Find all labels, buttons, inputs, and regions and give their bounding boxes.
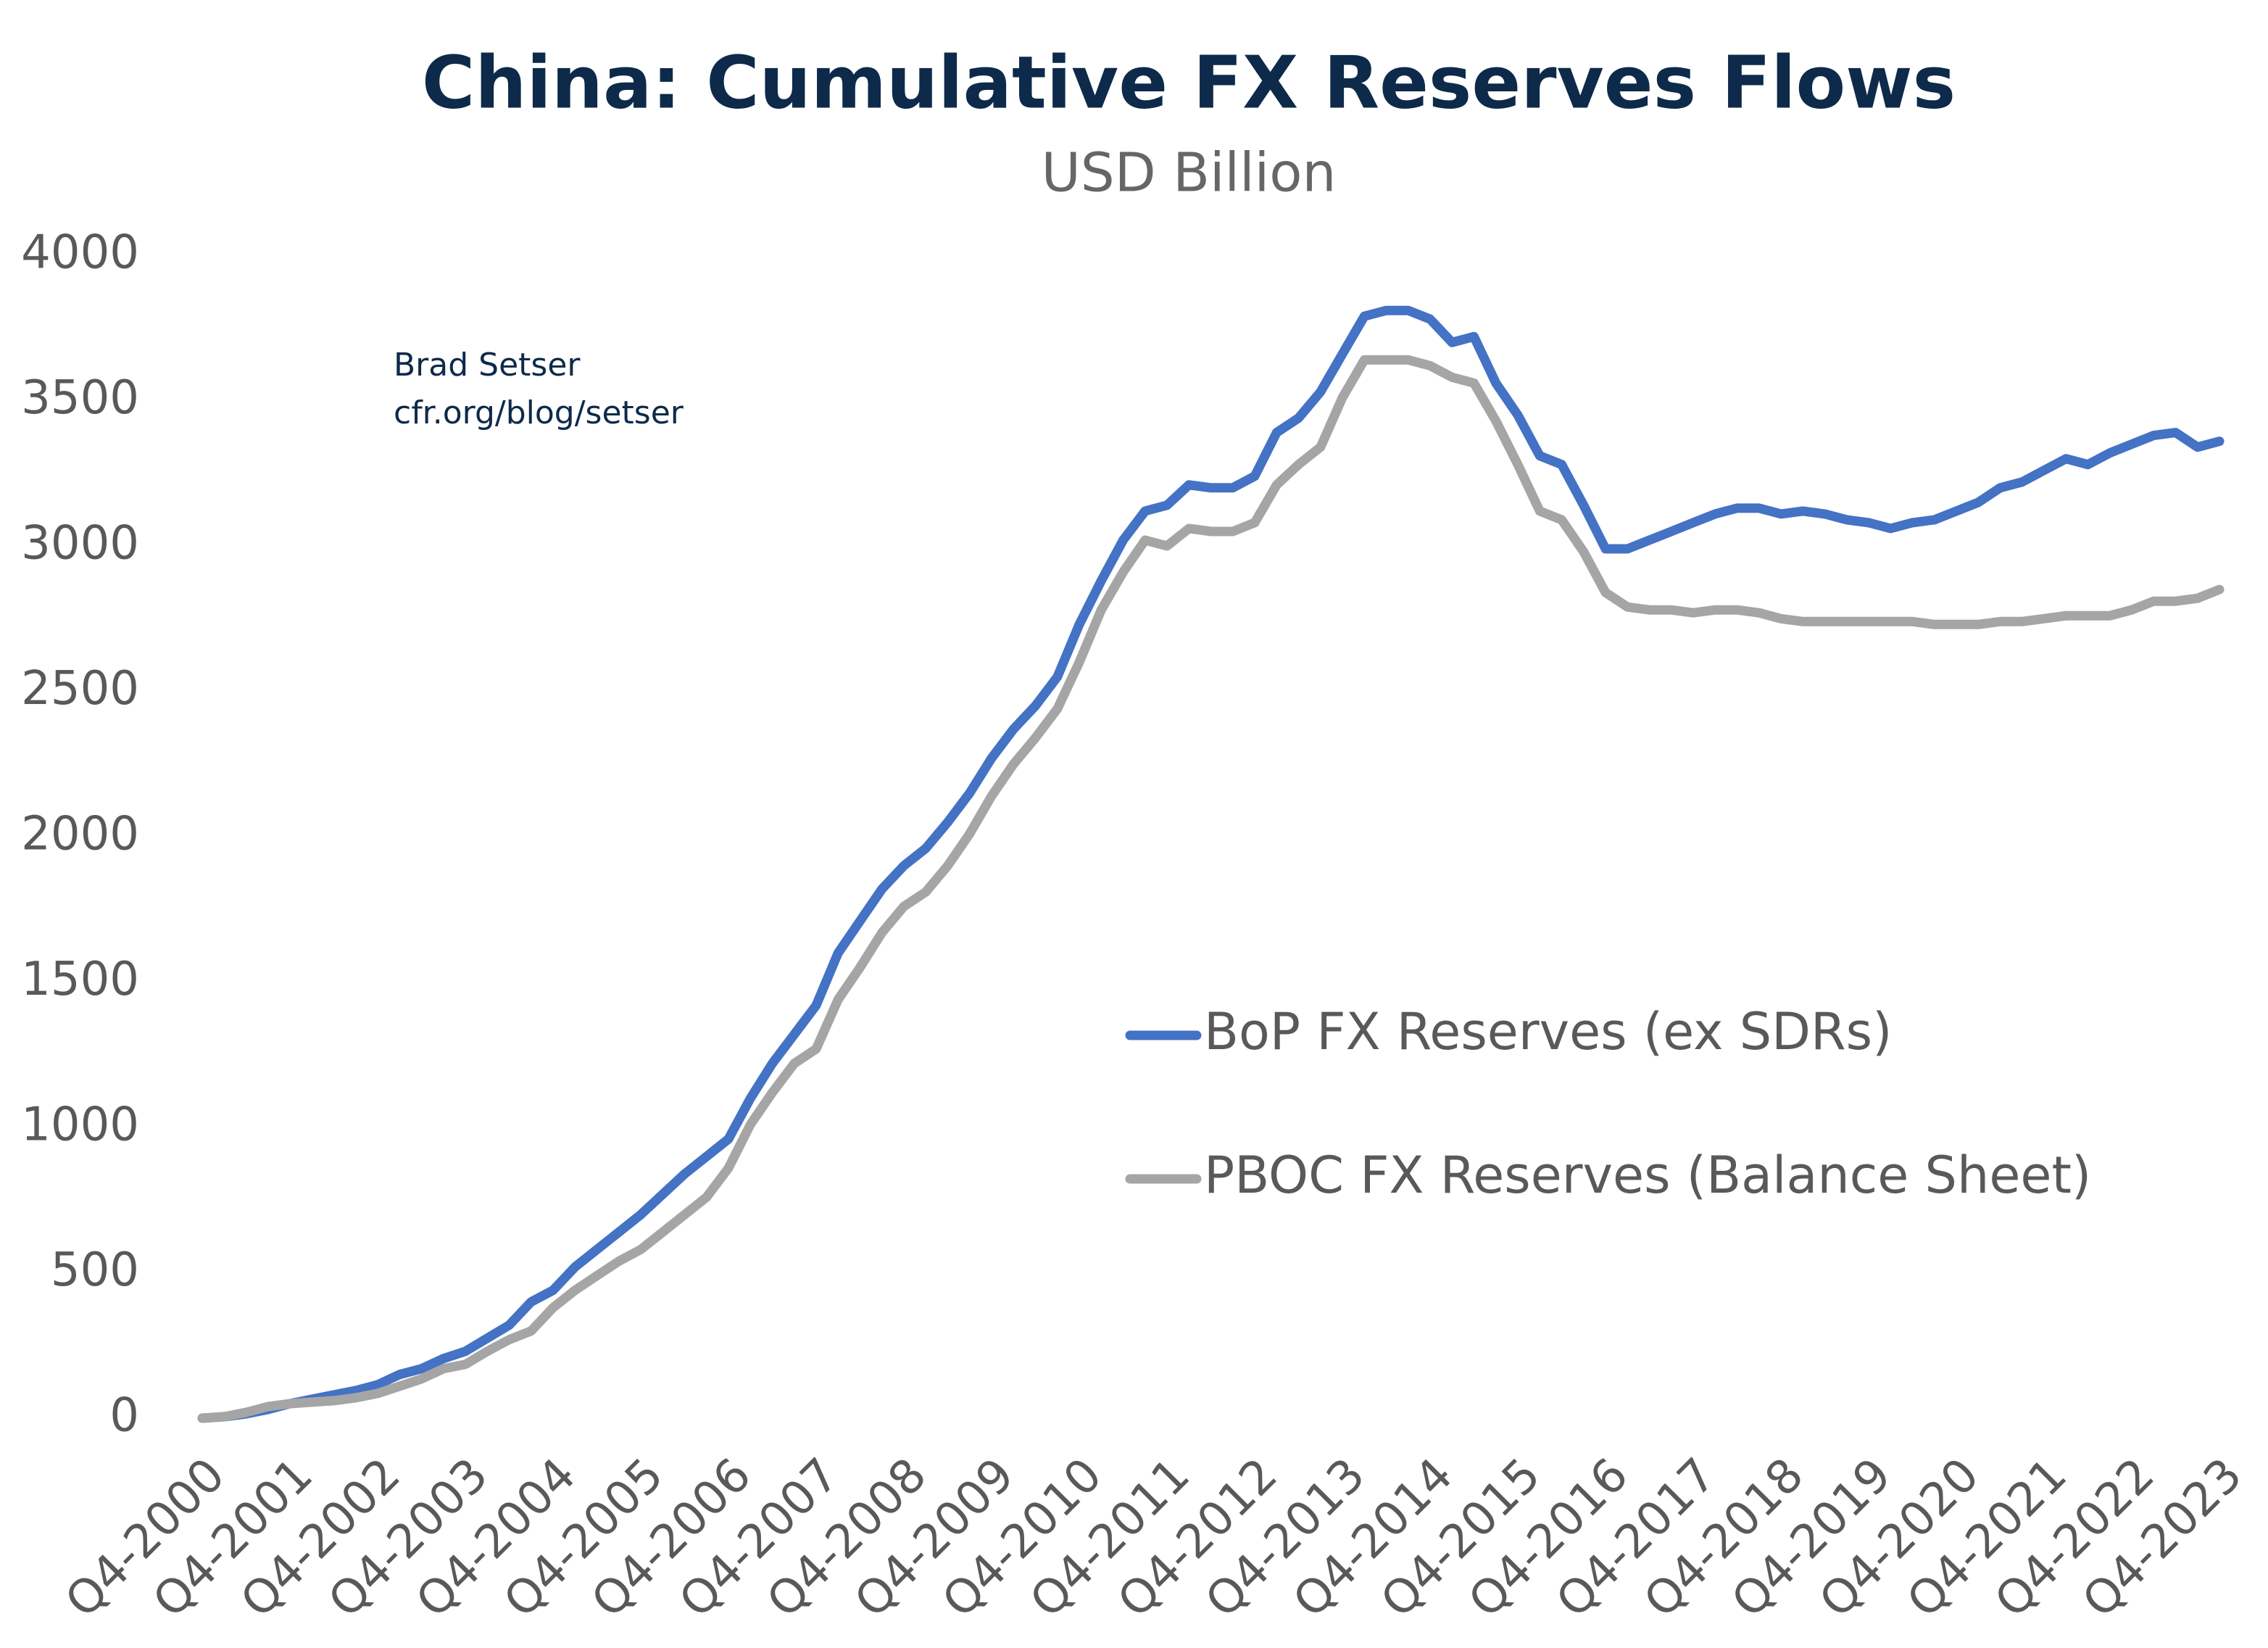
y-tick-label: 500 xyxy=(51,1243,139,1297)
legend-label: BoP FX Reserves (ex SDRs) xyxy=(1204,1002,1892,1061)
annotation: cfr.org/blog/setser xyxy=(394,394,684,431)
y-tick-label: 4000 xyxy=(21,226,139,280)
y-tick-label: 2000 xyxy=(21,808,139,861)
y-tick-label: 1500 xyxy=(21,953,139,1006)
y-tick-label: 1000 xyxy=(21,1098,139,1152)
series-line xyxy=(197,305,2225,1423)
legend-label: PBOC FX Reserves (Balance Sheet) xyxy=(1204,1146,2091,1205)
chart-title: China: Cumulative FX Reserves Flows xyxy=(422,40,1956,125)
chart-subtitle: USD Billion xyxy=(1042,142,1337,204)
annotation: Brad Setser xyxy=(394,347,581,384)
y-tick-label: 3000 xyxy=(21,517,139,571)
series-line xyxy=(197,355,2225,1423)
y-tick-label: 3500 xyxy=(21,371,139,425)
y-tick-label: 2500 xyxy=(21,662,139,716)
y-tick-label: 0 xyxy=(109,1389,139,1443)
